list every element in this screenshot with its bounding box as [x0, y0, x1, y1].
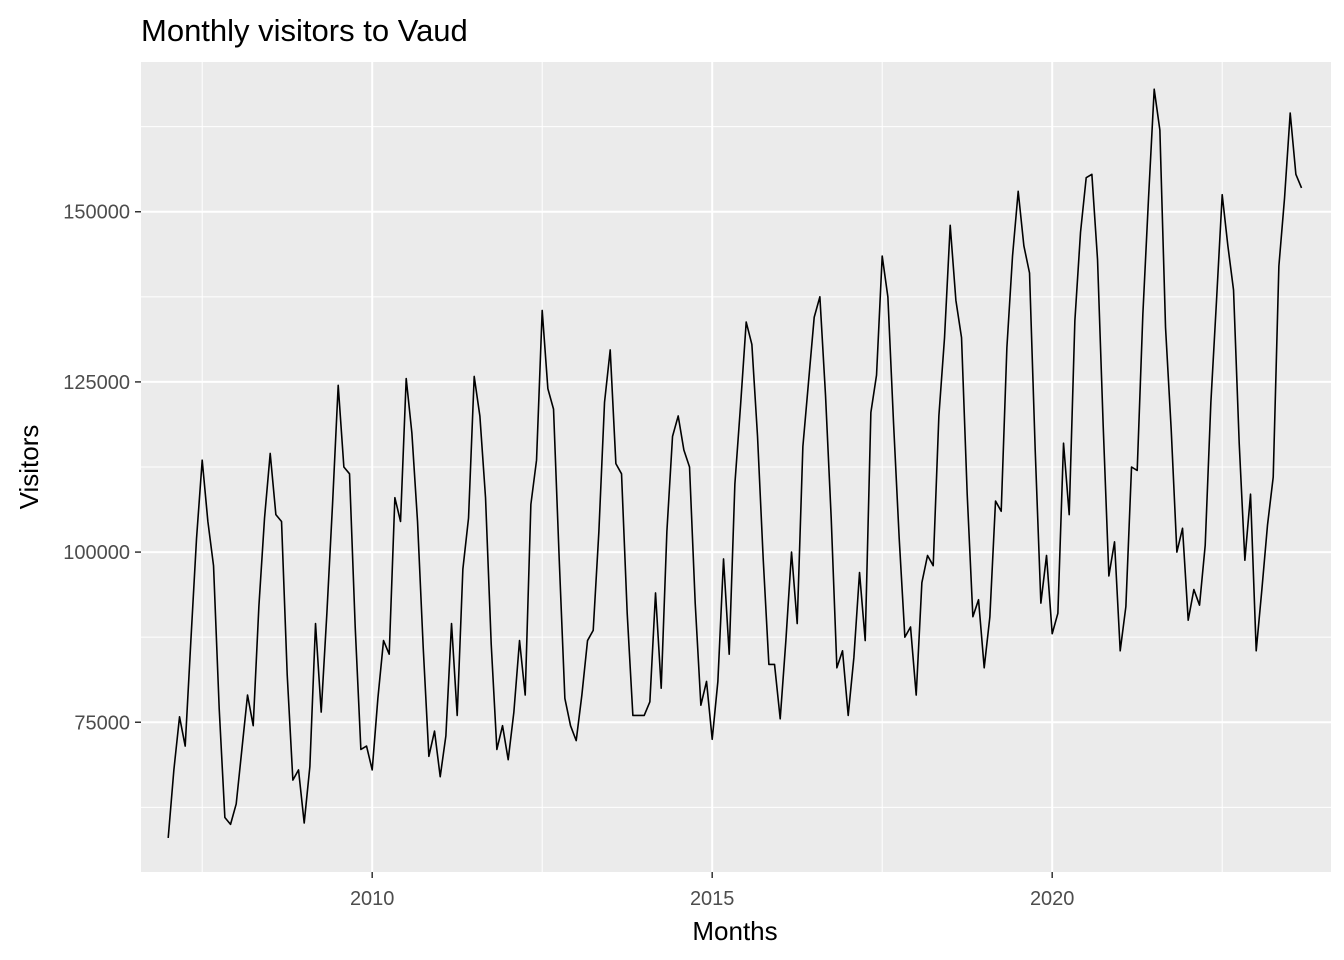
x-axis-title: Months — [692, 916, 777, 946]
y-tick-label: 100000 — [63, 542, 130, 564]
series-line — [167, 88, 1303, 839]
major-gridlines — [141, 62, 1331, 872]
y-tick-label: 125000 — [63, 372, 130, 394]
x-tick-label: 2010 — [350, 888, 395, 910]
y-axis-title: Visitors — [14, 425, 44, 510]
x-axis: 2010 2015 2020 — [350, 872, 1074, 910]
x-tick-label: 2020 — [1030, 888, 1075, 910]
y-tick-label: 150000 — [63, 202, 130, 224]
chart-title: Monthly visitors to Vaud — [141, 13, 468, 48]
y-axis: 75000 100000 125000 150000 — [63, 202, 141, 734]
y-tick-label: 75000 — [74, 712, 130, 734]
x-tick-label: 2015 — [690, 888, 735, 910]
